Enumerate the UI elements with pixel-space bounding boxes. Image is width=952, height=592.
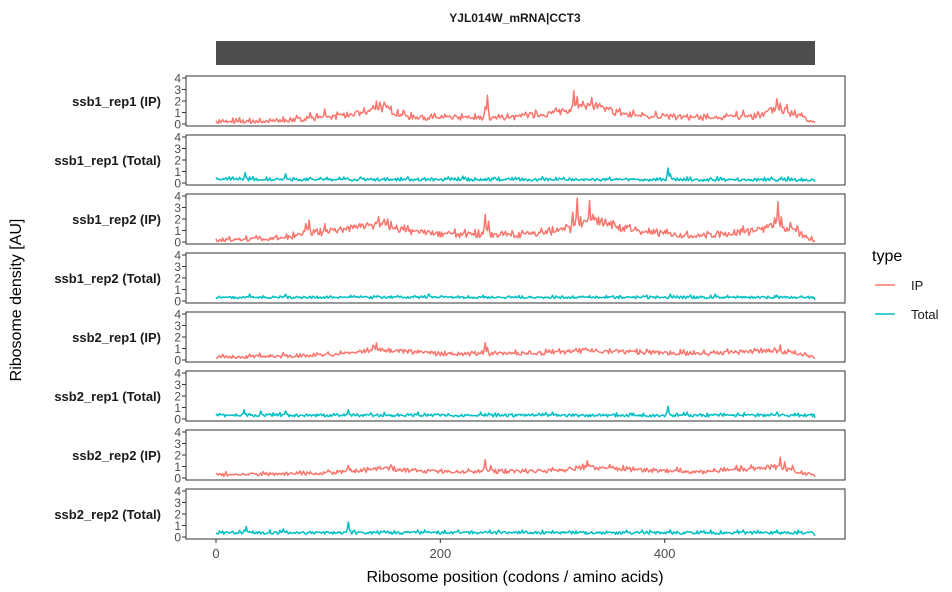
y-tick-label: 4	[174, 367, 181, 381]
series-line-total	[215, 521, 816, 537]
x-tick-label: 0	[212, 546, 219, 561]
legend-item-total: Total	[875, 307, 939, 322]
y-tick-label: 4	[174, 249, 181, 263]
y-tick-label: 0	[174, 118, 181, 132]
series-line-ip	[215, 89, 816, 125]
y-tick-label: 2	[174, 331, 181, 345]
y-tick-label: 1	[174, 342, 181, 356]
facet-label: ssb1_rep1 (Total)	[54, 153, 161, 168]
x-axis: 0 200 400	[212, 539, 676, 561]
series-line-total	[215, 405, 816, 419]
y-tick-label: 2	[174, 95, 181, 109]
y-tick-label: 0	[174, 354, 181, 368]
facet-label: ssb1_rep2 (IP)	[72, 212, 161, 227]
y-tick-label: 4	[174, 426, 181, 440]
y-tick-label: 0	[174, 472, 181, 486]
legend: type IP Total	[872, 248, 939, 322]
panel-frame	[185, 252, 846, 304]
panel-frame	[185, 429, 846, 481]
x-tick-label: 200	[429, 546, 451, 561]
y-tick-label: 0	[174, 531, 181, 545]
facet-label: ssb1_rep2 (Total)	[54, 271, 161, 286]
legend-item-ip: IP	[875, 278, 923, 293]
y-tick-label: 1	[174, 460, 181, 474]
y-tick-label: 2	[174, 213, 181, 227]
y-tick-label: 0	[174, 413, 181, 427]
facet-label: ssb2_rep1 (Total)	[54, 389, 161, 404]
legend-label: IP	[911, 278, 923, 293]
chart-title: YJL014W_mRNA|CCT3	[449, 11, 581, 25]
panel-frame	[185, 370, 846, 422]
y-tick-label: 0	[174, 177, 181, 191]
y-tick-label: 3	[174, 83, 181, 97]
panel-frame	[185, 311, 846, 363]
y-tick-label: 2	[174, 449, 181, 463]
y-tick-label: 2	[174, 272, 181, 286]
facet-label: ssb1_rep1 (IP)	[72, 94, 161, 109]
series-line-total	[215, 293, 816, 301]
y-tick-label: 1	[174, 519, 181, 533]
y-tick-label: 4	[174, 72, 181, 86]
panel-frame	[185, 488, 846, 540]
y-axis-label: Ribosome density [AU]	[8, 219, 25, 382]
legend-title: type	[872, 248, 902, 265]
y-tick-label: 2	[174, 154, 181, 168]
facet-label: ssb2_rep2 (Total)	[54, 507, 161, 522]
y-tick-label: 0	[174, 295, 181, 309]
y-tick-label: 2	[174, 508, 181, 522]
y-tick-label: 1	[174, 224, 181, 238]
y-tick-label: 1	[174, 283, 181, 297]
y-tick-label: 3	[174, 496, 181, 510]
y-tick-label: 4	[174, 190, 181, 204]
series-line-ip	[215, 456, 816, 478]
y-tick-label: 1	[174, 401, 181, 415]
y-tick-label: 3	[174, 378, 181, 392]
facet-label: ssb2_rep1 (IP)	[72, 330, 161, 345]
y-tick-label: 2	[174, 390, 181, 404]
gene-bar	[216, 41, 815, 65]
x-tick-label: 400	[654, 546, 676, 561]
y-tick-label: 4	[174, 131, 181, 145]
y-tick-label: 3	[174, 319, 181, 333]
panel-frame	[185, 75, 846, 127]
y-tick-label: 4	[174, 308, 181, 322]
series-line-total	[215, 167, 816, 183]
y-tick-label: 3	[174, 260, 181, 274]
y-tick-label: 0	[174, 236, 181, 250]
y-tick-label: 4	[174, 485, 181, 499]
facet-label: ssb2_rep2 (IP)	[72, 448, 161, 463]
y-tick-label: 3	[174, 142, 181, 156]
series-line-ip	[215, 342, 816, 360]
y-tick-label: 3	[174, 201, 181, 215]
x-axis-label: Ribosome position (codons / amino acids)	[366, 569, 663, 586]
y-tick-label: 1	[174, 165, 181, 179]
series-line-ip	[215, 197, 816, 243]
y-tick-label: 1	[174, 106, 181, 120]
y-tick-label: 3	[174, 437, 181, 451]
legend-label: Total	[911, 307, 939, 322]
